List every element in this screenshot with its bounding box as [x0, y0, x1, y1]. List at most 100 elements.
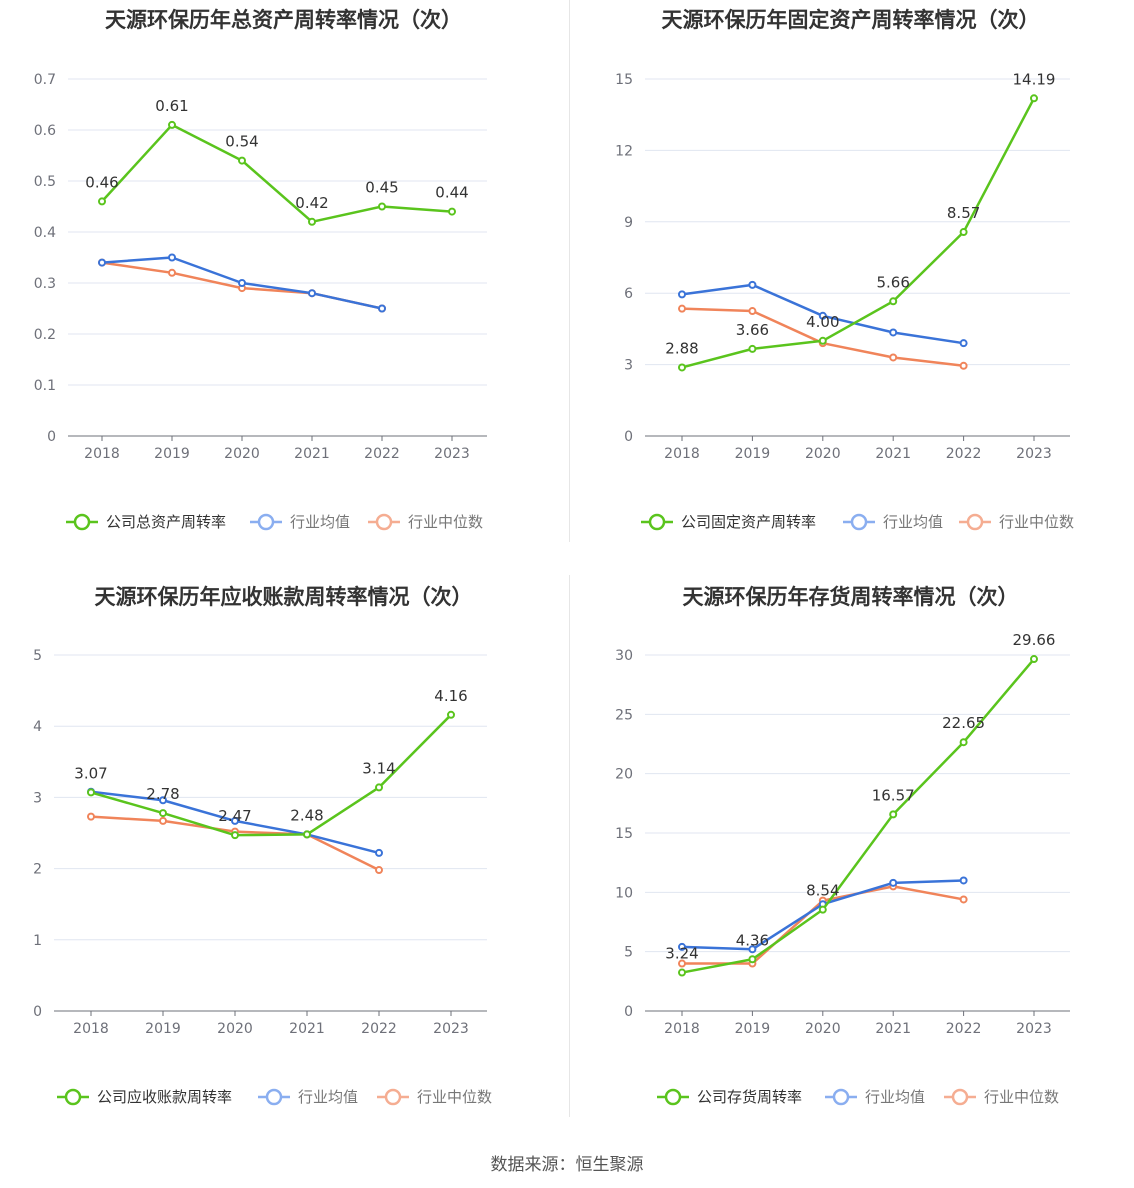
data-label: 0.61 — [155, 97, 188, 115]
data-point[interactable] — [375, 783, 383, 792]
data-point[interactable] — [678, 290, 686, 299]
data-point[interactable] — [748, 307, 757, 316]
data-point[interactable] — [87, 788, 95, 797]
y-tick-label: 0.6 — [34, 123, 56, 139]
data-point[interactable] — [378, 304, 386, 313]
data-point[interactable] — [375, 866, 383, 875]
data-point[interactable] — [168, 268, 176, 277]
x-tick-label: 2021 — [289, 1021, 325, 1037]
data-label: 0.54 — [225, 133, 258, 151]
legend-marker-icon — [384, 1088, 402, 1106]
legend-item[interactable]: 行业均值 — [843, 513, 943, 531]
chart-fixed-asset-turnover: 天源环保历年固定资产周转率情况（次） 0 3 6 9 12 15 2018 2019 2020 2… — [567, 0, 1134, 570]
legend-label: 公司存货周转率 — [697, 1088, 802, 1106]
legend-label: 公司固定资产周转率 — [681, 513, 816, 531]
x-tick-label: 2018 — [84, 446, 120, 462]
data-point[interactable] — [375, 848, 383, 857]
data-point[interactable] — [818, 311, 827, 320]
data-point[interactable] — [678, 363, 686, 372]
data-point[interactable] — [448, 207, 456, 216]
legend-item[interactable]: 行业均值 — [258, 1088, 358, 1106]
data-label: 2.78 — [146, 785, 179, 803]
data-point[interactable] — [87, 812, 95, 821]
data-point[interactable] — [231, 816, 239, 825]
data-point[interactable] — [818, 336, 827, 345]
legend-item[interactable]: 公司应收账款周转率 — [57, 1088, 232, 1106]
data-point[interactable] — [959, 361, 968, 370]
data-point[interactable] — [678, 968, 686, 977]
data-point[interactable] — [159, 796, 167, 805]
legend-item[interactable]: 行业均值 — [825, 1088, 925, 1106]
data-point[interactable] — [238, 156, 246, 165]
legend-item[interactable]: 行业中位数 — [377, 1088, 492, 1106]
y-tick-label: 4 — [33, 719, 42, 735]
data-point[interactable] — [447, 710, 455, 719]
legend-item[interactable]: 行业中位数 — [944, 1088, 1059, 1106]
legend-label: 行业中位数 — [999, 513, 1074, 531]
data-point[interactable] — [889, 878, 898, 887]
series-line — [90, 713, 452, 837]
data-label: 3.66 — [736, 321, 769, 339]
data-point[interactable] — [303, 830, 311, 839]
data-point[interactable] — [308, 217, 316, 226]
x-tick-label: 2020 — [805, 1021, 841, 1037]
data-point[interactable] — [959, 339, 968, 348]
chart-svg: 0 0.1 0.2 0.3 0.4 0.5 0.6 0.7 2018 2019 2020 2021 20… — [34, 72, 487, 531]
data-point[interactable] — [678, 959, 686, 968]
data-label: 8.57 — [947, 204, 980, 222]
legend-item[interactable]: 行业中位数 — [368, 513, 483, 531]
y-tick-label: 0 — [624, 1004, 633, 1020]
legend-marker-icon — [648, 513, 666, 531]
data-label: 4.16 — [434, 687, 467, 705]
data-label: 4.00 — [806, 313, 839, 331]
legend-item[interactable]: 公司总资产周转率 — [66, 513, 226, 531]
data-point[interactable] — [168, 253, 176, 262]
data-point[interactable] — [959, 228, 968, 237]
data-point[interactable] — [678, 304, 686, 313]
data-label: 2.48 — [290, 806, 323, 824]
data-point[interactable] — [889, 328, 898, 337]
x-tick-label: 2020 — [805, 446, 841, 462]
x-tick-label: 2023 — [433, 1021, 469, 1037]
data-point[interactable] — [231, 831, 239, 840]
chart-svg: 0 5 10 15 20 25 30 2018 2019 2020 2021 2022 2023 3.24… — [615, 631, 1070, 1106]
data-point[interactable] — [98, 197, 106, 206]
data-point[interactable] — [678, 942, 686, 951]
legend-label: 行业中位数 — [417, 1088, 492, 1106]
y-tick-label: 25 — [615, 707, 633, 723]
legend-label: 行业均值 — [865, 1088, 925, 1106]
legend-marker-icon — [265, 1088, 283, 1106]
data-point[interactable] — [959, 738, 968, 747]
data-point[interactable] — [308, 289, 316, 298]
data-point[interactable] — [378, 202, 386, 211]
data-point[interactable] — [818, 905, 827, 914]
legend-marker-icon — [73, 513, 91, 531]
data-point[interactable] — [748, 945, 757, 954]
data-point[interactable] — [889, 810, 898, 819]
data-point[interactable] — [98, 258, 106, 267]
x-tick-label: 2019 — [735, 1021, 771, 1037]
data-label: 8.54 — [806, 882, 839, 900]
data-point[interactable] — [959, 876, 968, 885]
data-point[interactable] — [748, 955, 757, 964]
data-point[interactable] — [889, 297, 898, 306]
data-point[interactable] — [959, 895, 968, 904]
legend-item[interactable]: 行业均值 — [250, 513, 350, 531]
data-point[interactable] — [748, 344, 757, 353]
x-tick-label: 2019 — [145, 1021, 181, 1037]
legend-marker-icon — [375, 513, 393, 531]
data-point[interactable] — [889, 353, 898, 362]
data-point[interactable] — [168, 120, 176, 129]
data-point[interactable] — [238, 279, 246, 287]
data-point[interactable] — [159, 816, 167, 825]
data-point[interactable] — [748, 280, 757, 289]
chart-title: 天源环保历年固定资产周转率情况（次） — [661, 8, 1040, 32]
data-point[interactable] — [1030, 94, 1038, 103]
legend-item[interactable]: 公司存货周转率 — [657, 1088, 802, 1106]
data-point[interactable] — [1030, 655, 1038, 664]
data-point[interactable] — [159, 809, 167, 818]
legend-item[interactable]: 公司固定资产周转率 — [641, 513, 816, 531]
data-label: 29.66 — [1013, 631, 1056, 649]
data-label: 16.57 — [872, 786, 915, 804]
legend-item[interactable]: 行业中位数 — [959, 513, 1074, 531]
